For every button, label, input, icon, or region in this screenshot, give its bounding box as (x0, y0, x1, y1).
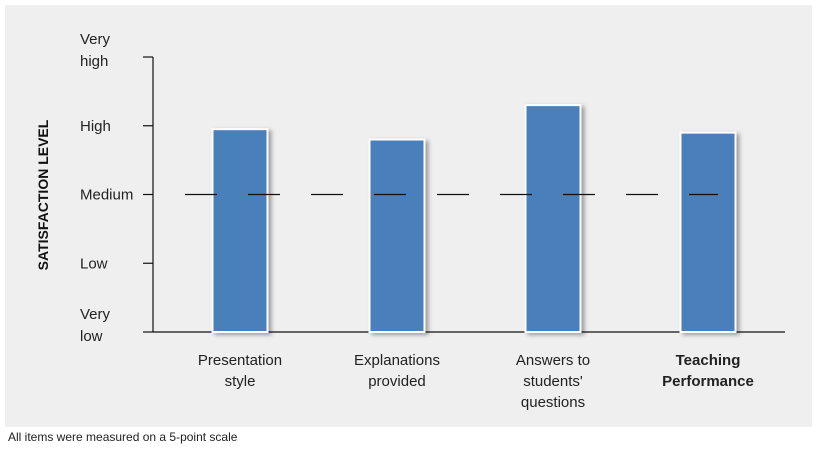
category-label: Presentation style (198, 352, 282, 390)
y-tick-label: Medium (80, 187, 133, 204)
y-tick-label: Low (80, 255, 108, 272)
category-label: Explanations provided (354, 352, 440, 390)
category-label: Answers to students' questions (516, 352, 590, 411)
bar (524, 104, 582, 333)
bar (679, 131, 737, 333)
footnote: All items were measured on a 5-point sca… (8, 430, 238, 444)
y-tick-label: High (80, 118, 111, 135)
y-axis-title: SATISFACTION LEVEL (35, 119, 51, 270)
bar (368, 138, 426, 333)
bar (211, 128, 269, 333)
y-tick-label: Very high (80, 31, 111, 70)
category-label: Teaching Performance (662, 352, 754, 390)
y-tick-label: Very low (80, 306, 111, 345)
